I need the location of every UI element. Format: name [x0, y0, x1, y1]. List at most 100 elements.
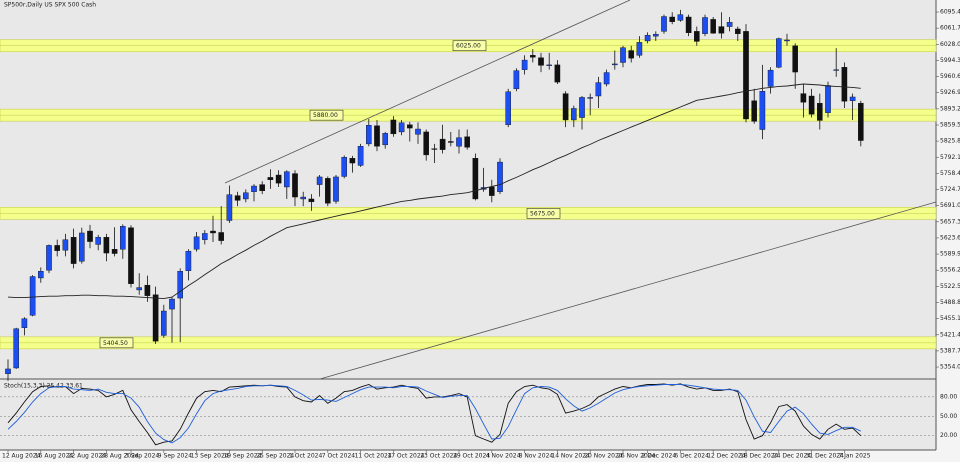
candle-body — [201, 233, 208, 240]
y-tick-label: 5556.20 — [940, 267, 960, 274]
moving-average — [7, 83, 861, 300]
y2-tick-label: 80.00 — [940, 393, 957, 400]
candle-body — [382, 133, 389, 146]
candle-body — [817, 102, 823, 121]
x-tick-label: 13 Sep 2024 — [191, 453, 229, 460]
x-tick-label: 20 Nov 2024 — [584, 453, 623, 460]
chart-title: SP500r,Daily US SPX 500 Cash — [4, 2, 96, 9]
x-tick-label: 8 Nov 2024 — [519, 453, 554, 460]
candle-body — [562, 93, 569, 121]
candle-body — [78, 232, 85, 262]
candle-body — [841, 67, 848, 102]
plot — [5, 9, 864, 381]
candle-body — [423, 131, 430, 156]
candle-body — [587, 97, 593, 99]
candle-body — [415, 128, 421, 135]
candle-body — [743, 31, 749, 120]
candle-body — [497, 161, 503, 192]
candle-body — [521, 59, 528, 70]
level-zones: 6025.00 5880.00 5675.00 5404.50 — [0, 39, 937, 350]
candle-body — [136, 287, 143, 291]
y-tick-label: 5926.90 — [940, 89, 960, 96]
x-tick-label: 31 Dec 2024 — [806, 453, 845, 460]
y-tick-label: 5859.50 — [940, 121, 960, 128]
level-label: 5675.00 — [530, 210, 555, 217]
x-tick-label: 11 Oct 2024 — [355, 453, 392, 460]
x-tick-label: 26 Nov 2024 — [617, 453, 656, 460]
candle-body — [456, 137, 462, 147]
candle-body — [29, 276, 36, 316]
candle-body — [718, 26, 725, 34]
candle-body — [636, 42, 643, 56]
candle-body — [341, 157, 348, 177]
level-label-box — [452, 40, 487, 52]
y-tick-label: 6061.70 — [940, 25, 960, 32]
y-tick-label: 5893.20 — [940, 105, 960, 112]
candle-body — [784, 39, 790, 42]
candle-body — [62, 239, 69, 251]
y-tick-label: 5421.40 — [940, 331, 960, 338]
candle-body — [300, 196, 307, 200]
candle-body — [13, 328, 20, 369]
candle-body — [398, 122, 405, 133]
candle-body — [390, 119, 397, 135]
y2-tick-label: 50.00 — [940, 413, 957, 420]
date-axis-background — [0, 450, 936, 462]
x-tick-label: 22 Aug 2024 — [68, 453, 107, 460]
candle-body — [366, 125, 372, 145]
y-tick-label: 5387.70 — [940, 347, 960, 354]
candle-body — [325, 178, 331, 204]
candle-body — [571, 108, 577, 121]
candle-body — [218, 232, 225, 241]
candle-body — [833, 69, 839, 71]
x-tick-label: 14 Nov 2024 — [551, 453, 590, 460]
candle-body — [448, 141, 454, 143]
candle-body — [825, 85, 831, 113]
level-label-box — [309, 109, 344, 121]
level-label-box — [99, 337, 134, 349]
y-tick-label: 5589.90 — [940, 251, 960, 258]
candle-body — [464, 136, 471, 148]
candle-body — [538, 57, 544, 66]
y-tick-label: 5623.60 — [940, 234, 960, 241]
candle-body — [546, 64, 552, 66]
candle-body — [431, 148, 438, 150]
candle-body — [407, 124, 413, 129]
candle-body — [308, 198, 315, 203]
candle-body — [612, 63, 618, 66]
candle-body — [374, 125, 380, 147]
candle-body — [242, 192, 249, 200]
candle-body — [193, 236, 200, 250]
y-tick-label: 5994.30 — [940, 57, 960, 64]
axis-background — [936, 0, 960, 462]
candle-body — [226, 194, 233, 221]
candle-body — [21, 318, 28, 328]
x-tick-label: 25 Sep 2024 — [256, 453, 294, 460]
channel-line — [224, 0, 631, 184]
candle-body — [751, 100, 757, 122]
y2-tick-label: 20.00 — [940, 432, 957, 439]
y-tick-label: 5960.60 — [940, 73, 960, 80]
candle-body — [489, 186, 495, 196]
candle-body — [735, 28, 741, 34]
candle-body — [144, 284, 151, 296]
candle-body — [267, 177, 274, 181]
candle-body — [46, 245, 52, 271]
candle-body — [849, 96, 856, 101]
candle-body — [275, 174, 282, 184]
candle-body — [160, 310, 167, 336]
trend-line — [319, 201, 937, 380]
candle-body — [554, 64, 561, 83]
x-tick-label: 28 Aug 2024 — [100, 453, 139, 460]
candle-body — [439, 138, 446, 150]
candle-body — [776, 38, 782, 68]
candle-body — [316, 176, 323, 185]
level-label: 6025.00 — [456, 43, 481, 50]
candle-body — [685, 16, 692, 34]
candle-body — [177, 271, 184, 299]
x-tick-label: 17 Oct 2024 — [387, 453, 424, 460]
y-tick-label: 6028.00 — [940, 41, 960, 48]
stochastic-line — [7, 384, 861, 444]
candle-body — [87, 230, 93, 242]
